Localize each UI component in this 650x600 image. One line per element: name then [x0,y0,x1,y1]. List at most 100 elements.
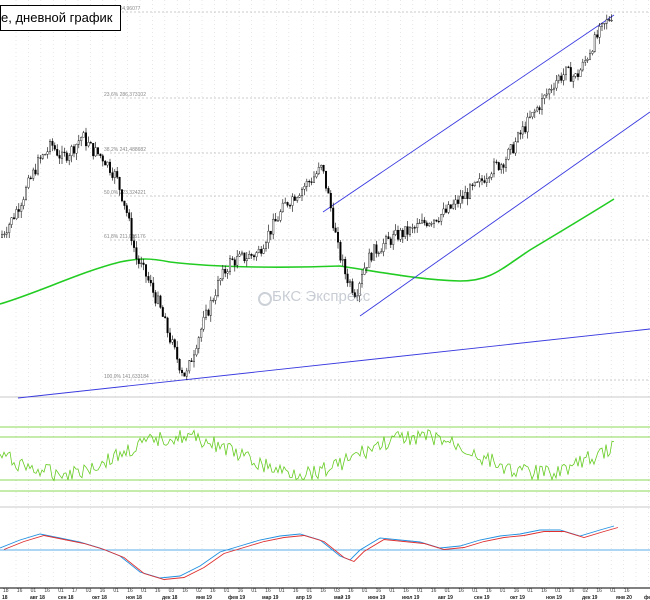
channel-upper-line [322,14,615,213]
candle-body [41,154,44,159]
candle-body [471,184,474,186]
candle-body [313,176,316,183]
macd-signal-line [0,525,615,579]
candle-body [377,252,380,255]
candle-body [481,178,484,181]
candle-body [180,369,183,373]
candle-body [399,229,402,240]
candle-body [291,196,294,206]
candle-body [159,295,162,308]
candle-body [106,161,109,166]
candle-body [144,264,147,277]
candle-body [68,155,71,161]
candle-body [135,247,138,259]
candle-body [569,67,572,82]
candle-body [39,157,42,159]
candle-body [252,255,255,258]
candle-body [543,94,546,99]
x-day-label: 01 [610,588,616,594]
candle-body [219,278,222,281]
candle-body [207,309,210,316]
candle-body [440,214,443,222]
candle-body [365,267,368,269]
candle-body [5,232,8,235]
candle-body [550,89,553,91]
candle-body [433,219,436,224]
candle-body [507,148,510,160]
candle-body [449,204,452,209]
x-day-label: 16 [569,588,575,594]
candle-body [82,132,85,138]
x-day-label: 16 [458,588,464,594]
candle-body [202,317,205,330]
x-month-label: окт 18 [92,595,107,600]
oscillator-panel [0,426,650,492]
candle-body [84,132,87,147]
candle-body [248,254,251,259]
candle-body [344,259,347,275]
candle-body [375,244,378,254]
candle-body [584,60,587,63]
fib-level-label: 23,6% 286,373102 [104,92,146,98]
candle-body [224,269,227,274]
candle-body [608,19,611,21]
candle-body [44,154,47,156]
x-day-label: 01 [445,588,451,594]
candle-body [17,209,20,212]
x-day-label: 16 [100,588,106,594]
candle-body [373,244,376,261]
candle-body [70,146,73,156]
candle-body [250,254,253,256]
fib-level-label: 100,0% 141,633184 [104,374,149,380]
candle-body [240,252,243,255]
candle-body [140,262,143,264]
candle-body [22,199,25,206]
candle-body [166,317,169,334]
x-month-label: июл 19 [402,595,420,600]
x-day-label: 01 [555,588,561,594]
candle-body [529,116,532,118]
candle-body [397,229,400,240]
candle-body [296,197,299,201]
candle-body [445,208,448,213]
x-month-label: май 19 [334,594,351,600]
candle-body [142,262,145,265]
candle-body [111,172,114,178]
candle-body [308,180,311,183]
candle-body [265,242,268,249]
x-day-label: 01 [279,588,285,594]
candle-body [257,249,260,253]
candle-body [277,220,280,222]
x-day-label: 03 [334,588,340,594]
x-day-label: 18 [3,588,9,594]
candle-body [195,348,198,356]
candle-body [567,66,570,68]
candle-body [457,199,460,204]
x-month-label: дек 19 [582,595,598,600]
candle-body [171,339,174,343]
candle-body [1,234,4,238]
candle-body [156,295,159,304]
candle-body [401,229,404,238]
candle-body [104,160,107,166]
candle-body [262,248,265,254]
macd-panel [0,525,650,580]
x-day-label: 16 [596,588,602,594]
x-month-label: дек 18 [162,595,178,600]
candle-body [255,252,258,258]
candle-body [425,222,428,227]
candle-body [63,151,66,154]
candle-body [65,152,68,161]
candle-body [593,34,596,52]
candle-body [310,181,313,183]
x-day-label: 16 [624,588,630,594]
candle-body [274,218,277,222]
candle-body [216,280,219,296]
candle-body [94,147,97,157]
x-day-label: 16 [210,588,216,594]
candle-body [353,292,356,298]
candle-body [320,164,323,168]
x-month-label: июн 19 [368,595,386,600]
candle-body [517,132,520,142]
candle-body [605,19,608,24]
